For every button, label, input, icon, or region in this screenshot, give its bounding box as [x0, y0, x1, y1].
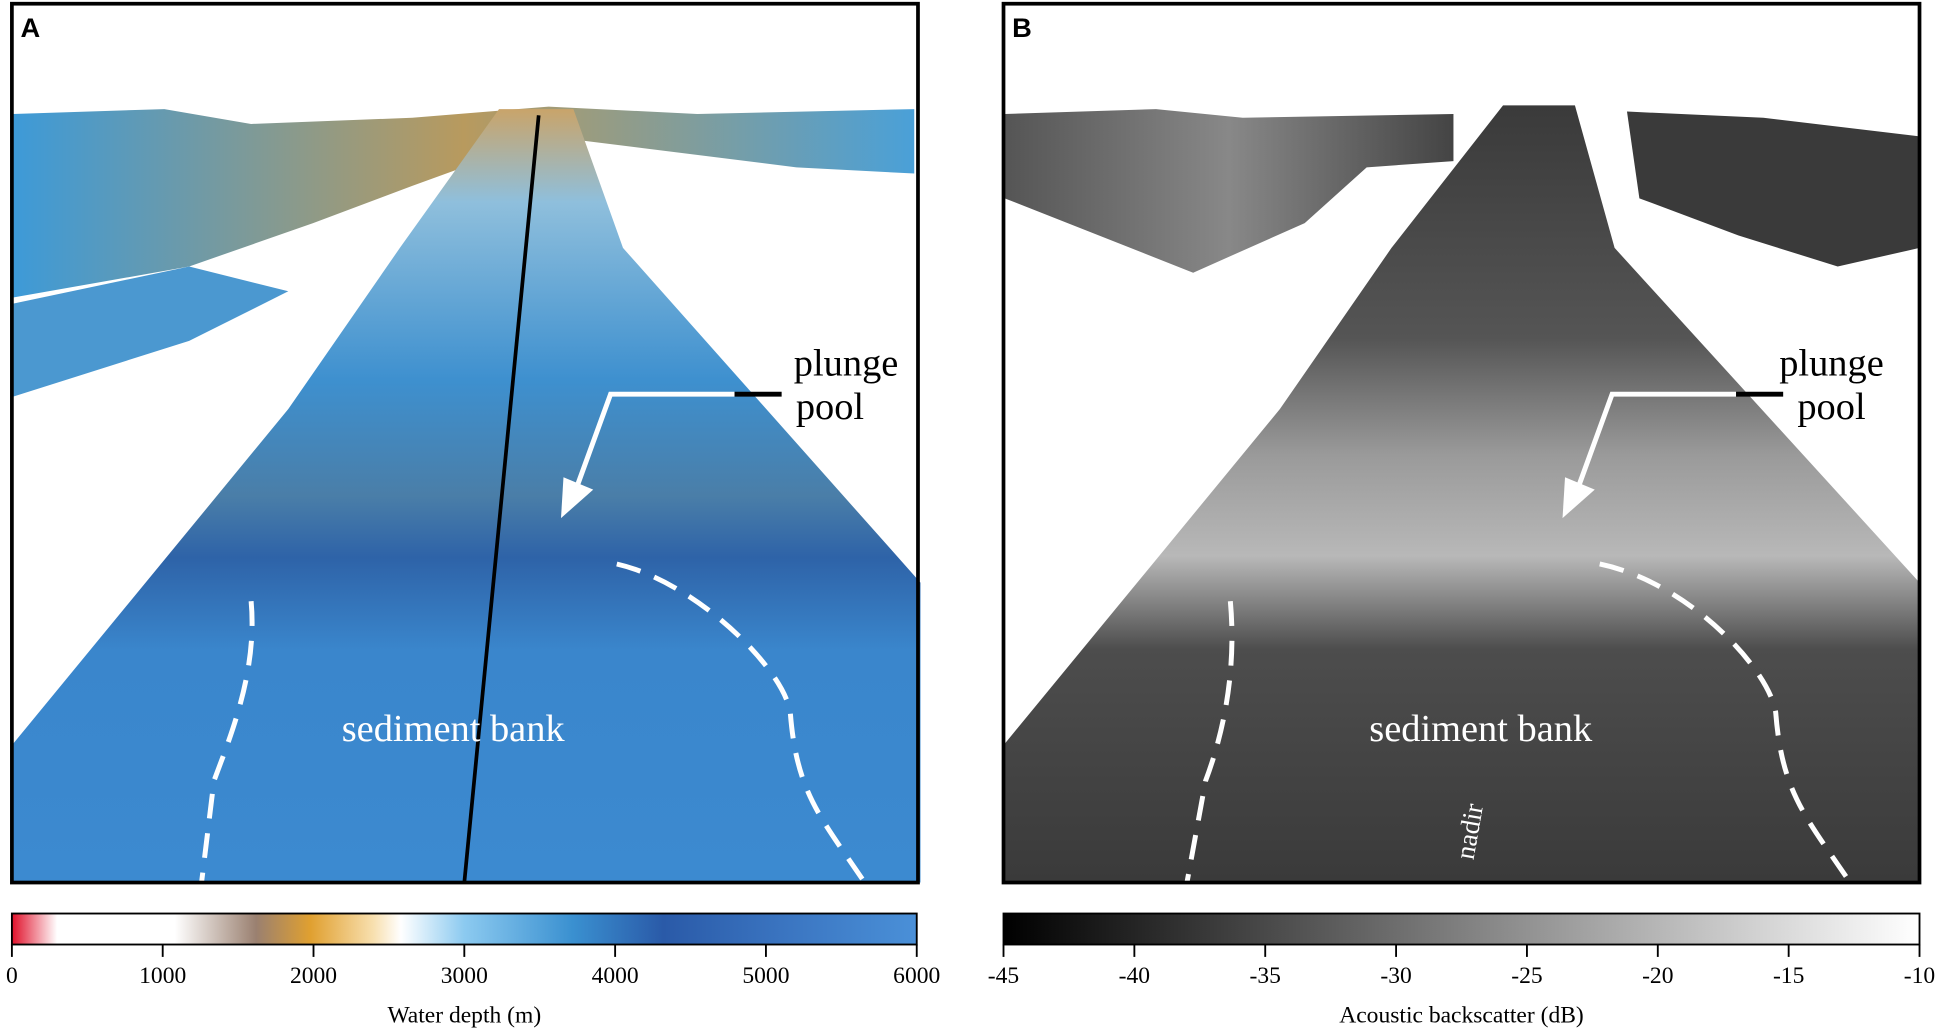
tick-label: 2000: [290, 963, 337, 989]
terrain: [1626, 111, 1920, 267]
terrain: [13, 109, 921, 883]
panel-label: A: [21, 12, 41, 43]
terrain: [13, 106, 915, 298]
arrow: [1575, 391, 1737, 491]
track-line: [462, 115, 541, 883]
frame: [1001, 1, 1922, 885]
terrain: [1004, 109, 1454, 273]
tick-label: 1000: [139, 963, 186, 989]
terrain: [1004, 105, 1920, 883]
dashed-boundary: [1599, 561, 1853, 884]
tick-label: -25: [1511, 963, 1542, 989]
tick-label: -40: [1119, 963, 1150, 989]
annotation: sediment bank: [1369, 708, 1593, 750]
tick-label: 6000: [893, 963, 940, 989]
tick-label: -35: [1250, 963, 1281, 989]
tick-label: -10: [1904, 963, 1935, 989]
dashed-boundary: [1184, 600, 1235, 883]
tick-label: 4000: [592, 963, 639, 989]
tick-label: -15: [1773, 963, 1804, 989]
tick-label: 0: [6, 963, 18, 989]
annotation: plunge: [794, 343, 899, 385]
annotation: sediment bank: [342, 708, 566, 750]
dashed-boundary: [199, 600, 255, 883]
panel-b: B plunge pool sediment bank nadir: [1001, 1, 1922, 885]
colorbar-label: Water depth (m): [387, 1003, 541, 1029]
annotation: pool: [1797, 386, 1865, 428]
tick-label: 5000: [742, 963, 789, 989]
tick-label: -20: [1642, 963, 1673, 989]
annotation: pool: [796, 386, 864, 428]
colorbar-label: Acoustic backscatter (dB): [1339, 1003, 1584, 1029]
tick-label: -30: [1380, 963, 1411, 989]
arrowhead: [561, 477, 594, 519]
panel-label: B: [1012, 12, 1032, 43]
frame: [10, 1, 920, 885]
arrow: [573, 391, 735, 491]
arrowhead: [1562, 477, 1595, 519]
annotation: plunge: [1779, 343, 1884, 385]
panel-a: A plunge pool sediment bank: [10, 1, 921, 885]
dashed-boundary: [616, 561, 867, 884]
colorbar: [1002, 912, 1921, 946]
colorbar: [10, 912, 918, 946]
terrain: [13, 266, 289, 397]
tick-label: 3000: [441, 963, 488, 989]
tick-label: -45: [988, 963, 1019, 989]
